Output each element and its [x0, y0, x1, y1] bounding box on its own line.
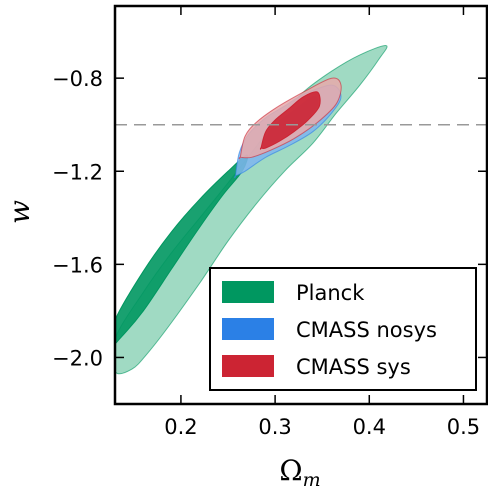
y-tick-label: −2.0: [52, 346, 103, 370]
legend-label-cmass-nosys: CMASS nosys: [296, 318, 437, 342]
x-tick-label: 0.2: [164, 415, 197, 439]
x-tick-label: 0.5: [447, 415, 480, 439]
x-axis-title-main: Ω: [279, 454, 302, 487]
y-tick-label: −1.2: [52, 160, 103, 184]
x-tick-label: 0.3: [258, 415, 291, 439]
y-tick-label: −0.8: [52, 67, 103, 91]
legend-label-cmass-sys: CMASS sys: [296, 355, 411, 379]
cmass-sys-inner-contour: [259, 91, 321, 150]
x-axis-title: Ωm: [279, 454, 320, 491]
plot-frame: [113, 4, 488, 406]
legend: Planck CMASS nosys CMASS sys: [209, 267, 477, 391]
y-tick-label: −1.6: [52, 253, 103, 277]
planck-inner-contour: [115, 154, 249, 344]
contour-layer: [115, 45, 388, 375]
legend-swatch-cmass-sys: [222, 355, 274, 377]
legend-label-planck: Planck: [296, 281, 365, 305]
tick-layer: 0.2 0.3 0.4 0.5 −0.8 −1.2 −1.6 −2.0: [52, 6, 487, 439]
legend-swatch-planck: [222, 281, 274, 303]
legend-swatch-cmass-nosys: [222, 318, 274, 340]
y-axis-title: w: [3, 200, 36, 224]
x-tick-label: 0.4: [353, 415, 386, 439]
x-axis-title-subscript: m: [303, 469, 321, 491]
